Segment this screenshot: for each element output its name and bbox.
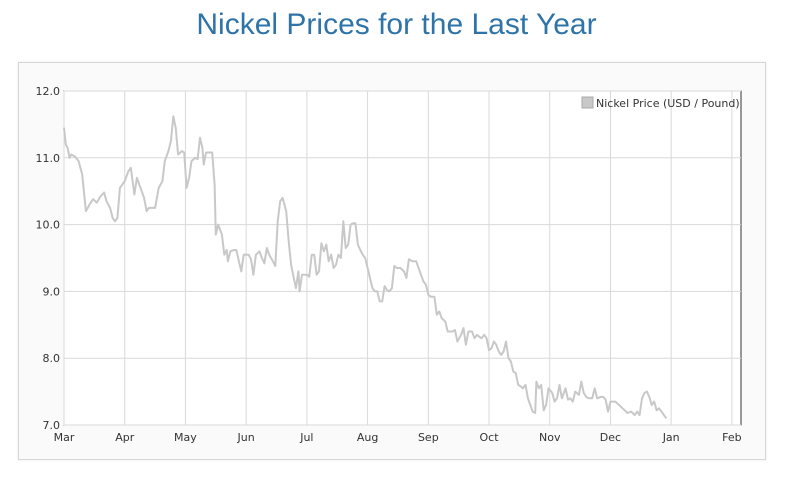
x-axis-ticks: Mar Apr May Jun Jul Aug Sep Oct Nov Dec Jan Feb (54, 431, 742, 444)
y-tick-label: 8.0 (43, 352, 61, 365)
x-tick-label: May (174, 431, 197, 444)
grid (63, 90, 741, 426)
y-tick-label: 11.0 (36, 152, 61, 165)
x-tick-label: Jul (299, 431, 313, 444)
legend-label: Nickel Price (USD / Pound) (596, 97, 740, 110)
x-tick-label: Oct (480, 431, 500, 444)
x-tick-label: Nov (539, 431, 561, 444)
x-tick-label: Feb (722, 431, 741, 444)
x-tick-label: Apr (115, 431, 135, 444)
x-tick-label: Jun (237, 431, 255, 444)
x-tick-label: Mar (54, 431, 75, 444)
series-layer (63, 115, 668, 419)
x-tick-label: Sep (418, 431, 439, 444)
chart-panel: 7.0 8.0 9.0 10.0 11.0 12.0 Mar Apr May Jun Jul Aug… (18, 62, 766, 460)
x-tick-label: Aug (357, 431, 378, 444)
y-tick-label: 9.0 (43, 285, 61, 298)
x-tick-label: Jan (662, 431, 680, 444)
series-line (63, 115, 668, 419)
page-title: Nickel Prices for the Last Year (196, 8, 597, 41)
plot-area (63, 90, 742, 426)
chart-canvas: 7.0 8.0 9.0 10.0 11.0 12.0 Mar Apr May Jun Jul Aug… (36, 85, 742, 444)
x-tick-label: Dec (600, 431, 621, 444)
y-axis-ticks: 7.0 8.0 9.0 10.0 11.0 12.0 (36, 85, 61, 432)
legend: Nickel Price (USD / Pound) (581, 96, 740, 110)
y-tick-label: 10.0 (36, 219, 61, 232)
legend-swatch (581, 96, 594, 109)
y-tick-label: 7.0 (43, 419, 61, 432)
y-tick-label: 12.0 (36, 85, 61, 98)
